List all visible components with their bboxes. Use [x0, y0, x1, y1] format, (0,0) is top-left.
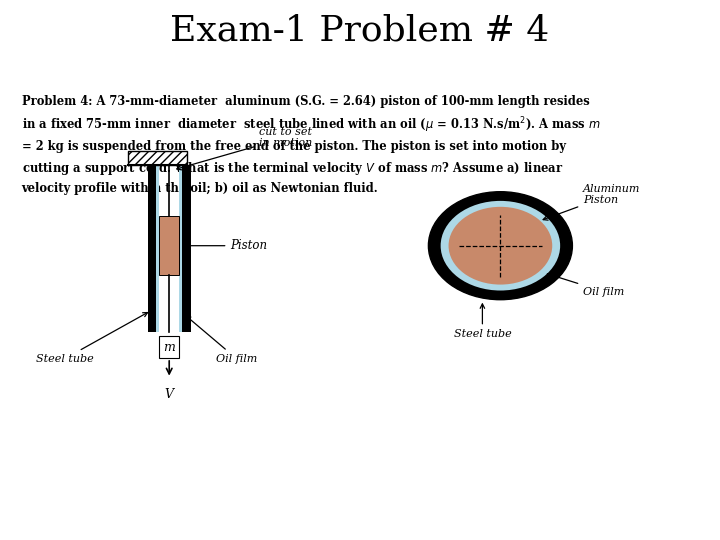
Circle shape [441, 201, 560, 291]
Bar [159, 336, 179, 358]
Text: Steel tube: Steel tube [454, 304, 511, 340]
Text: Oil film: Oil film [547, 273, 624, 296]
Text: Oil film: Oil film [186, 316, 257, 364]
Text: Steel tube: Steel tube [36, 313, 148, 364]
Text: Problem 4: A 73-mm-diameter  aluminum (S.G. = 2.64) piston of 100-mm length resi: Problem 4: A 73-mm-diameter aluminum (S.… [22, 94, 600, 195]
Text: Piston: Piston [184, 239, 268, 252]
Bar [156, 165, 159, 332]
Bar [179, 165, 182, 332]
Text: cut to set
in motion: cut to set in motion [177, 127, 312, 170]
Circle shape [449, 207, 552, 285]
Bar [148, 165, 156, 332]
Text: Aluminum
Piston: Aluminum Piston [543, 184, 641, 220]
Circle shape [428, 192, 572, 300]
Bar [182, 165, 191, 332]
Text: m: m [163, 341, 175, 354]
Bar [128, 151, 187, 165]
Text: Exam-1 Problem # 4: Exam-1 Problem # 4 [171, 14, 549, 48]
Bar [159, 216, 179, 275]
Text: V: V [165, 388, 174, 401]
